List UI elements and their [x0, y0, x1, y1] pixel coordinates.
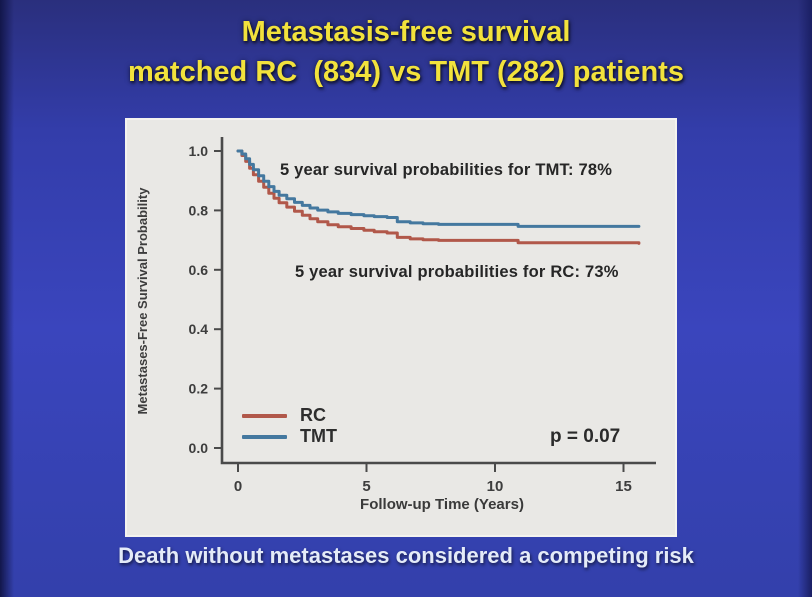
- x-tick-label: 15: [615, 478, 632, 495]
- y-tick-label: 0.0: [189, 440, 209, 456]
- legend-swatch-tmt: [242, 434, 287, 439]
- slide-caption: Death without metastases considered a co…: [118, 543, 694, 568]
- chart-legend: RC TMT: [242, 405, 337, 446]
- x-tick-label: 10: [487, 478, 504, 495]
- y-tick-label: 0.8: [189, 202, 209, 218]
- x-tick-label: 0: [234, 478, 242, 495]
- y-tick-label: 0.2: [189, 381, 209, 397]
- slide-title: Metastasis-free survival matched RC (834…: [0, 12, 812, 92]
- tmt-survival-annotation: 5 year survival probabilities for TMT: 7…: [280, 161, 613, 179]
- title-line-1: Metastasis-free survival: [241, 16, 571, 48]
- p-value-label: p = 0.07: [550, 426, 621, 447]
- legend-row-rc: RC: [242, 405, 337, 425]
- legend-swatch-rc: [242, 413, 287, 418]
- x-tick-label: 5: [362, 478, 370, 495]
- x-axis-label: Follow-up Time (Years): [360, 496, 524, 513]
- y-tick-label: 0.6: [189, 262, 209, 278]
- kaplan-meier-plot: 0.0 0.2 0.4 0.6 0.8 1.0 0 5 10 15 Metastases-Free …: [135, 137, 656, 495]
- y-axis-label: Metastases-Free Survival Probability: [135, 187, 150, 415]
- curve-rc: [236, 149, 641, 245]
- y-tick-label: 0.4: [189, 321, 209, 337]
- survival-chart-panel: 0.0 0.2 0.4 0.6 0.8 1.0 0 5 10 15 Metastases-Free …: [125, 118, 677, 537]
- axes-lines: [220, 137, 656, 465]
- legend-label-rc: RC: [300, 405, 326, 425]
- y-tick-label: 1.0: [189, 143, 209, 159]
- legend-label-tmt: TMT: [300, 426, 337, 446]
- legend-row-tmt: TMT: [242, 426, 337, 446]
- curve-tmt: [236, 149, 641, 228]
- rc-survival-annotation: 5 year survival probabilities for RC: 73…: [295, 263, 619, 281]
- title-line-2: matched RC (834) vs TMT (282) patients: [128, 56, 684, 88]
